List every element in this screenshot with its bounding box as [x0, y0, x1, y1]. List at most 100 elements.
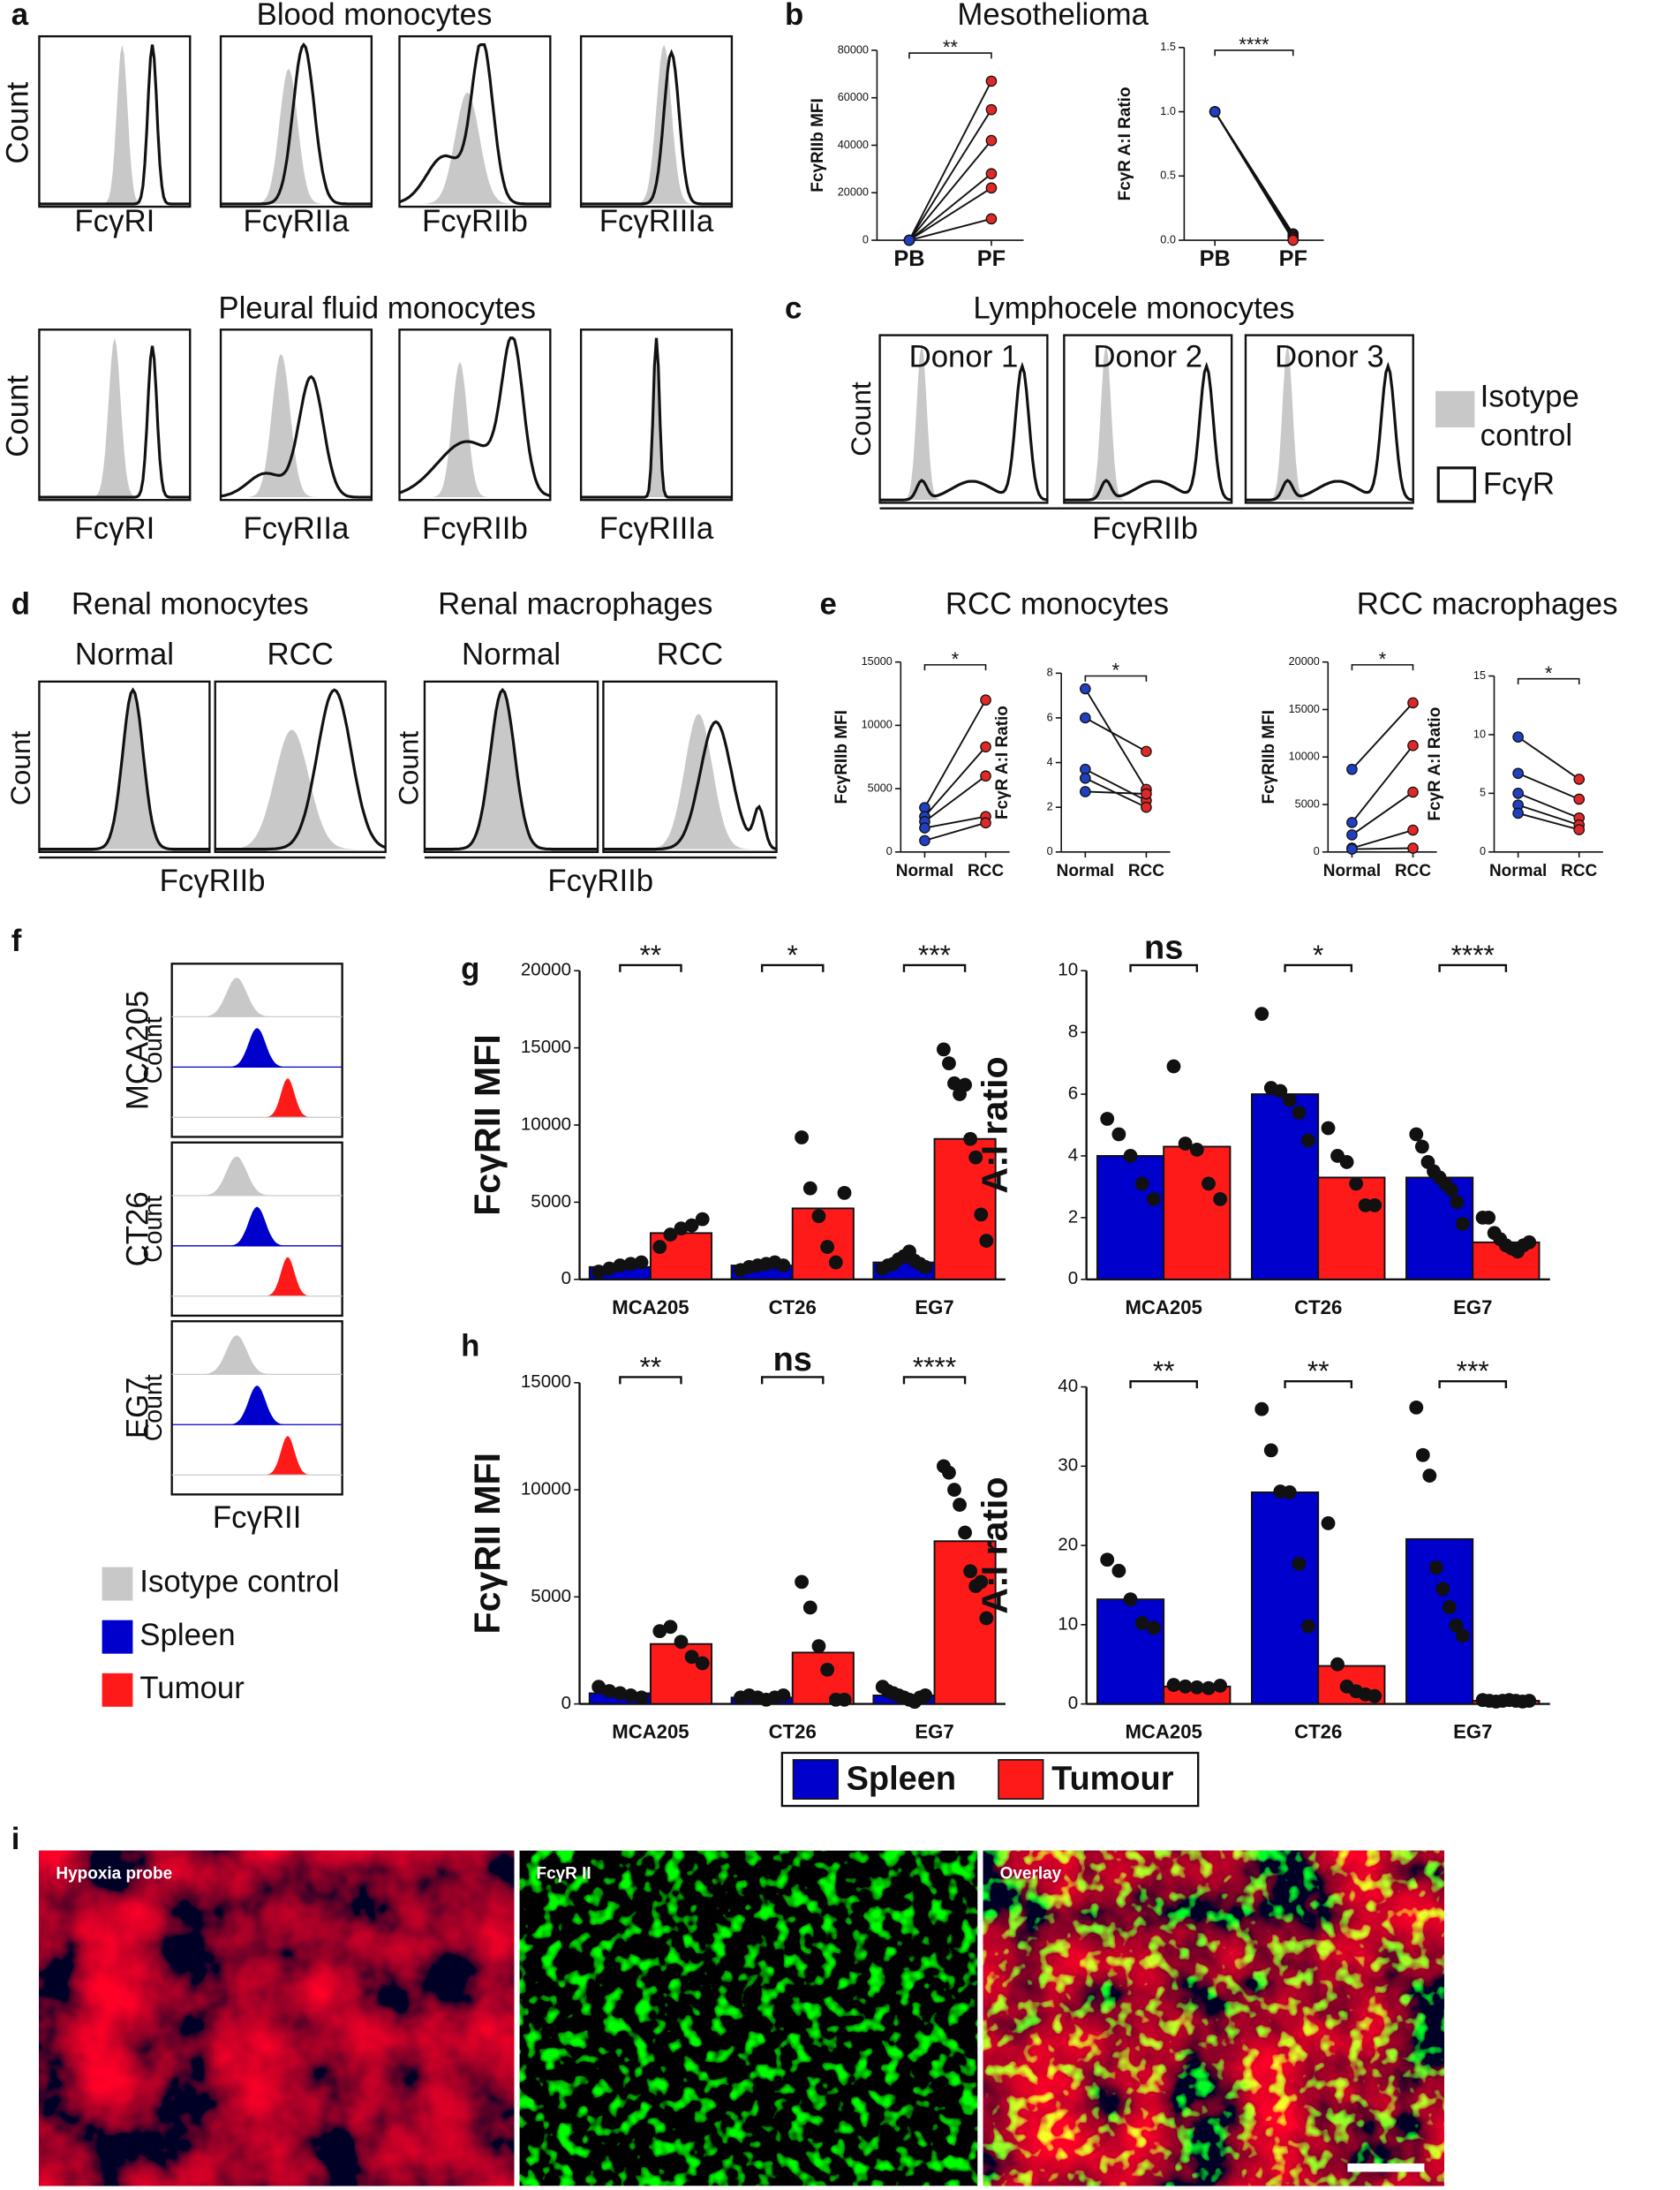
data-point: [1522, 1694, 1537, 1708]
x-label: FcγRII: [213, 1501, 301, 1535]
receptor-histogram: [39, 687, 210, 851]
data-point: [963, 1131, 978, 1146]
y-tick-label: 10000: [1289, 751, 1320, 763]
micrograph-green: [983, 1850, 1444, 2186]
pair-line: [908, 109, 992, 241]
data-point: [1409, 1400, 1424, 1415]
significance-bracket: [1284, 963, 1353, 972]
significance: **: [943, 36, 959, 58]
data-point: [820, 1240, 835, 1254]
stacked-histogram: [171, 1385, 343, 1425]
pair-line: [923, 746, 987, 818]
data-point: [1346, 763, 1358, 775]
isotype-histogram: [603, 714, 777, 850]
significance: *: [1112, 660, 1120, 682]
model-label: EG7: [121, 1377, 154, 1439]
x-tick-label: CT26: [1294, 1721, 1342, 1743]
legend-label: Isotype control: [1480, 378, 1579, 453]
bar: [1096, 1598, 1165, 1705]
receptor-histogram: [399, 43, 551, 206]
panel-label: i: [11, 1823, 20, 1856]
data-point: [1146, 1620, 1161, 1635]
y-tick-label: 10: [1058, 1613, 1078, 1634]
data-point: [613, 1258, 628, 1272]
y-tick-label: 5000: [1295, 797, 1320, 810]
data-point: [1111, 1127, 1126, 1142]
data-point: [1080, 786, 1091, 797]
y-tick-label: 6: [1047, 711, 1053, 723]
x-tick-label: MCA205: [1126, 1296, 1202, 1318]
legend-label: Tumour: [1051, 1761, 1174, 1798]
stacked-histogram: [171, 1206, 343, 1246]
histogram-box: [1063, 334, 1233, 504]
data-point: [919, 822, 930, 834]
data-point: [1287, 234, 1300, 246]
isotype-histogram: [879, 344, 1048, 501]
condition-label: RCC: [267, 638, 334, 672]
y-label: FcγRII MFI: [467, 1453, 508, 1635]
data-point: [1080, 712, 1091, 724]
significance-bracket: [923, 664, 987, 671]
data-point: [1573, 824, 1586, 835]
y-label: Count: [1, 81, 34, 163]
bar: [1163, 1145, 1232, 1280]
data-point: [1202, 1680, 1216, 1695]
data-point: [918, 1688, 933, 1703]
isotype-histogram: [581, 337, 732, 498]
y-tick-label: 10000: [862, 719, 893, 731]
data-point: [1301, 1133, 1315, 1148]
isotype-histogram: [39, 44, 191, 204]
significance-bracket: [760, 963, 825, 972]
x-label: FcγRI: [74, 205, 154, 238]
x-label: FcγRIIIa: [599, 512, 714, 546]
donor-label: Donor 3: [1275, 341, 1384, 374]
data-point: [958, 1525, 973, 1540]
x-label: FcγRIIa: [244, 205, 350, 238]
micrograph-green: [519, 1850, 978, 2186]
y-label: FcγRIIb MFI: [832, 710, 851, 804]
data-point: [1321, 1121, 1336, 1136]
data-point: [1134, 1616, 1149, 1630]
data-point: [1263, 1443, 1278, 1458]
y-label: Count: [393, 730, 425, 805]
data-point: [591, 1265, 606, 1279]
data-point: [1349, 1176, 1364, 1191]
receptor-histogram: [581, 49, 732, 206]
significance: ns: [773, 1341, 812, 1378]
y-label: Count: [1, 375, 34, 457]
pair-line: [1351, 702, 1414, 770]
panel-title: RCC macrophages: [1357, 588, 1618, 622]
significance-bracket: [1517, 677, 1580, 684]
data-point: [1213, 1679, 1228, 1693]
data-point: [918, 1259, 933, 1274]
y-tick-label: 60000: [838, 91, 869, 103]
data-point: [1422, 1469, 1437, 1483]
x-tick-label: RCC: [1128, 862, 1164, 880]
significance-bracket: [1129, 1380, 1198, 1389]
y-tick-label: 0: [886, 845, 893, 857]
data-point: [1111, 1563, 1126, 1578]
pair-line: [1084, 768, 1147, 802]
y-tick-label: 20: [1058, 1535, 1078, 1555]
receptor-histogram: [39, 44, 191, 206]
significance: **: [1153, 1355, 1175, 1386]
data-point: [1189, 1680, 1204, 1695]
receptor-histogram: [879, 361, 1048, 502]
significance: ***: [918, 939, 951, 970]
data-point: [980, 741, 991, 753]
data-point: [1407, 842, 1419, 854]
panel-label: h: [461, 1329, 479, 1363]
data-point: [942, 1465, 956, 1480]
y-label: Count: [139, 1016, 168, 1084]
significance: ****: [1239, 34, 1269, 56]
pair-line: [908, 80, 992, 241]
data-point: [1080, 772, 1091, 784]
isotype-histogram: [1245, 344, 1413, 501]
receptor-histogram: [399, 336, 551, 497]
y-tick-label: 15000: [521, 1371, 571, 1392]
x-tick-label: Normal: [1323, 862, 1381, 880]
pair-line: [1352, 847, 1413, 850]
data-point: [811, 1209, 826, 1224]
scale-bar: [1347, 2163, 1425, 2172]
data-point: [1178, 1679, 1193, 1694]
